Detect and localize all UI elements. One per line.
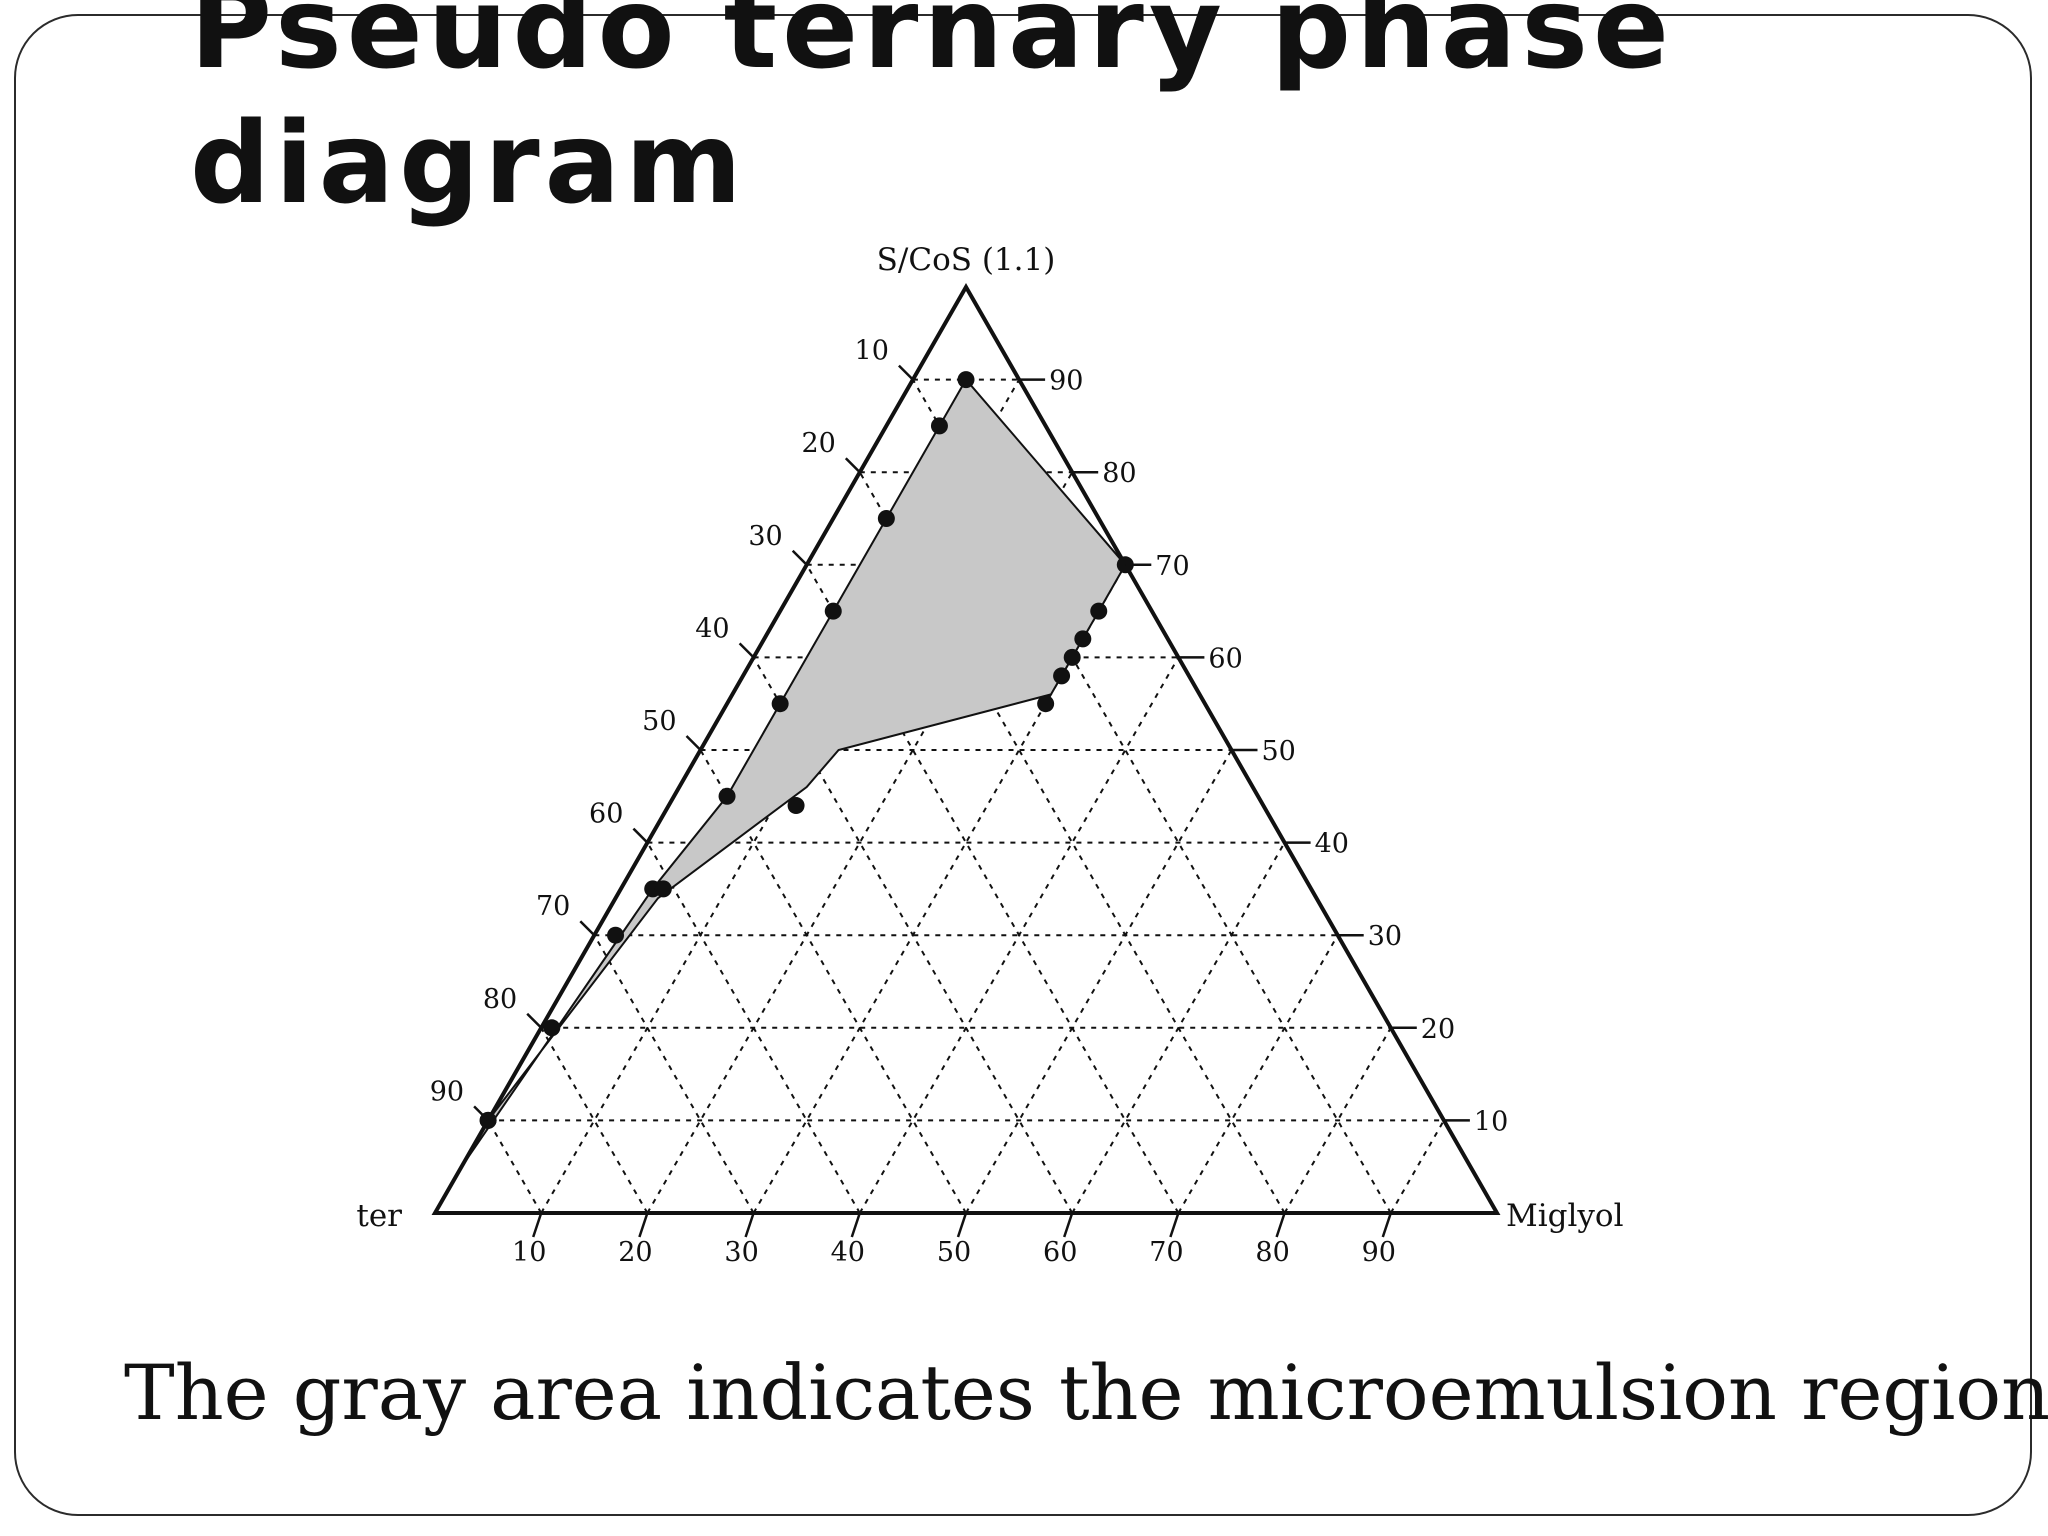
vertex-label-top: S/CoS (1.1)	[877, 242, 1056, 278]
left-tick-80	[526, 1012, 543, 1029]
right-tick-label-30: 30	[1368, 921, 1402, 952]
grid-line-water-40	[646, 842, 861, 1214]
bottom-tick-80	[1275, 1212, 1286, 1238]
left-tick-90	[473, 1105, 489, 1122]
right-tick-label-60: 60	[1208, 643, 1242, 674]
bottom-tick-label-60: 60	[1043, 1237, 1077, 1268]
grid-line-water-30	[593, 934, 755, 1214]
bottom-tick-90	[1381, 1212, 1392, 1238]
slide-frame	[14, 14, 2032, 1516]
left-tick-label-10: 10	[855, 336, 889, 367]
right-tick-label-70: 70	[1155, 551, 1189, 582]
data-point-15	[1074, 630, 1092, 648]
bottom-tick-label-30: 30	[724, 1237, 758, 1268]
microemulsion-region-shape	[460, 377, 1127, 1168]
grid-line-water-60	[752, 656, 1074, 1214]
axis-ticks: 10 20 30 40 50 60 70 80 90 90 80 70 60 50 40 30 20 10 10 20…	[430, 336, 1509, 1268]
left-tick-label-30: 30	[748, 521, 782, 552]
grid-line-water-20	[540, 1027, 649, 1214]
bottom-tick-label-90: 90	[1362, 1237, 1396, 1268]
grid-line-water-10	[487, 1119, 543, 1214]
left-tick-label-20: 20	[801, 428, 835, 459]
bottom-tick-70	[1169, 1212, 1180, 1238]
data-point-2	[930, 417, 948, 435]
vertex-label-right: Miglyol	[1506, 1198, 1624, 1234]
bottom-tick-label-10: 10	[512, 1237, 546, 1268]
bottom-tick-label-20: 20	[618, 1237, 652, 1268]
data-point-1	[957, 371, 975, 389]
data-point-4	[824, 602, 842, 620]
left-tick-label-50: 50	[642, 706, 676, 737]
left-tick-40	[738, 642, 755, 659]
right-tick-label-40: 40	[1315, 829, 1349, 860]
slide-title-line-2: diagram	[190, 99, 747, 229]
data-point-3	[877, 510, 895, 527]
left-tick-label-40: 40	[695, 613, 729, 644]
slide-title-line-1: Pseudo ternary phase	[190, 0, 1674, 94]
bottom-tick-label-80: 80	[1255, 1237, 1289, 1268]
bottom-tick-30	[744, 1212, 755, 1238]
left-tick-30	[791, 549, 808, 566]
ternary-grid	[487, 378, 1445, 1214]
bottom-tick-label-50: 50	[937, 1237, 971, 1268]
left-tick-60	[632, 827, 649, 844]
bottom-tick-20	[638, 1212, 649, 1238]
right-tick-label-10: 10	[1474, 1106, 1508, 1137]
data-point-9	[607, 926, 625, 944]
left-tick-label-90: 90	[430, 1076, 464, 1107]
vertex-label-left: ter	[356, 1198, 402, 1234]
left-tick-70	[579, 920, 596, 937]
grid-line-miglyol-80	[1283, 1027, 1392, 1214]
bottom-tick-label-40: 40	[831, 1237, 865, 1268]
data-point-10	[543, 1019, 561, 1037]
data-point-18	[1037, 695, 1055, 713]
slide-title: Pseudo ternary phase diagram	[190, 0, 1890, 232]
microemulsion-region	[460, 377, 1127, 1168]
bottom-tick-60	[1063, 1212, 1074, 1238]
bottom-tick-40	[850, 1212, 861, 1238]
bottom-tick-label-70: 70	[1149, 1237, 1183, 1268]
right-tick-label-80: 80	[1102, 458, 1136, 489]
right-tick-label-50: 50	[1262, 736, 1296, 767]
left-tick-50	[685, 735, 702, 751]
left-tick-label-80: 80	[483, 984, 517, 1015]
grid-line-miglyol-90	[1389, 1119, 1445, 1214]
caption: The gray area indicates the microemulsio…	[124, 1348, 2048, 1437]
data-point-6	[718, 787, 736, 805]
data-point-5	[771, 695, 789, 713]
bottom-tick-10	[532, 1212, 543, 1238]
data-point-14	[1090, 602, 1108, 620]
left-tick-20	[844, 457, 861, 474]
data-point-8	[654, 880, 672, 898]
right-tick-label-20: 20	[1421, 1014, 1455, 1045]
data-point-16	[1063, 648, 1081, 666]
grid-line-miglyol-30	[752, 564, 1127, 1214]
data-point-17	[1053, 667, 1071, 685]
grid-line-miglyol-50	[965, 749, 1233, 1214]
grid-line-miglyol-70	[1177, 934, 1339, 1214]
grid-line-water-70	[805, 564, 1180, 1214]
data-point-19	[787, 797, 805, 815]
left-tick-label-60: 60	[589, 799, 623, 830]
left-tick-10	[898, 364, 914, 381]
bottom-tick-50	[956, 1212, 968, 1238]
left-tick-label-70: 70	[536, 891, 570, 922]
right-tick-label-90: 90	[1049, 366, 1083, 397]
